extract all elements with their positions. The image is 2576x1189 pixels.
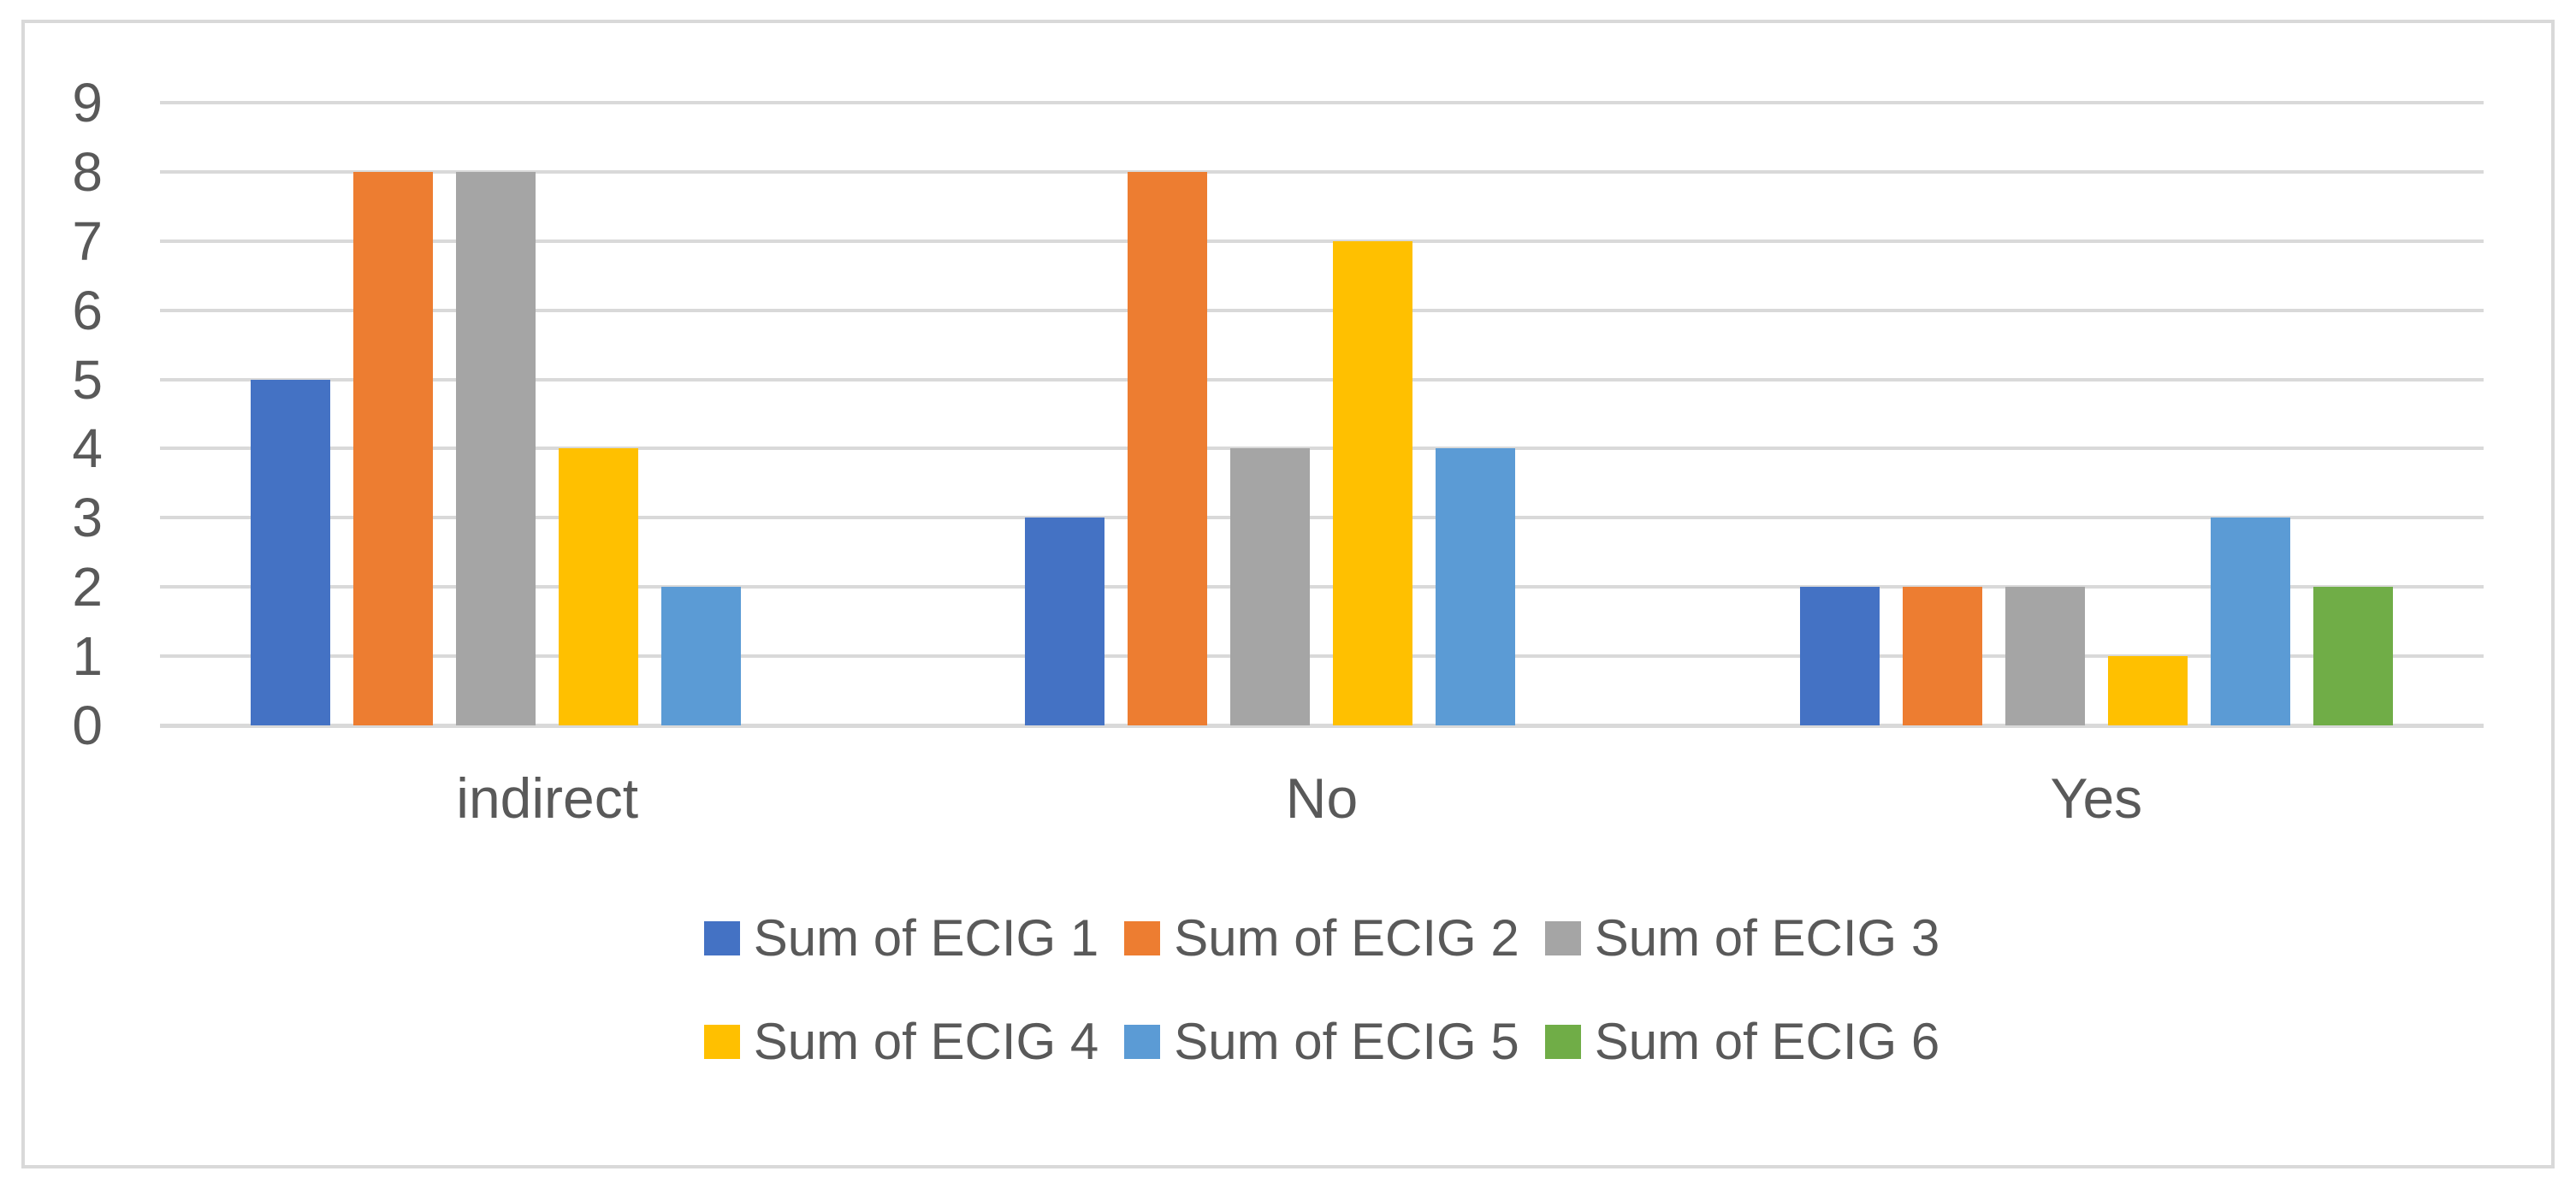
gridline-2 (160, 585, 2484, 589)
y-tick-label-1: 1 (72, 625, 103, 688)
bar-sum-of-ecig-1-indirect (251, 379, 331, 725)
y-tick-label-4: 4 (72, 417, 103, 480)
bar-sum-of-ecig-4-no (1333, 240, 1413, 725)
legend-label: Sum of ECIG 5 (1174, 1013, 1519, 1070)
y-tick-label-2: 2 (72, 556, 103, 618)
y-tick-label-8: 8 (72, 140, 103, 203)
y-tick-label-9: 9 (72, 72, 103, 133)
legend-item-sum-of-ecig-1: Sum of ECIG 1 (703, 908, 1099, 967)
bar-sum-of-ecig-4-indirect (559, 448, 639, 725)
legend-label: Sum of ECIG 2 (1174, 909, 1519, 967)
y-tick-label-7: 7 (72, 210, 103, 272)
y-tick-label-5: 5 (72, 348, 103, 411)
legend-row-2: Sum of ECIG 4 Sum of ECIG 5 Sum of ECIG 6 (160, 1012, 2484, 1071)
legend-swatch-icon (703, 1024, 740, 1059)
y-tick-label-6: 6 (72, 279, 103, 341)
bar-sum-of-ecig-5-yes (2210, 518, 2290, 725)
bar-sum-of-ecig-3-indirect (456, 171, 536, 725)
legend-item-sum-of-ecig-5: Sum of ECIG 5 (1124, 1012, 1519, 1071)
gridline-9 (160, 101, 2484, 104)
bar-sum-of-ecig-3-yes (2005, 587, 2085, 725)
bar-sum-of-ecig-2-indirect (353, 171, 434, 725)
y-tick-label-0: 0 (72, 695, 103, 756)
bar-sum-of-ecig-2-yes (1902, 587, 1982, 725)
legend-row-1: Sum of ECIG 1 Sum of ECIG 2 Sum of ECIG 3 (160, 908, 2484, 967)
bar-sum-of-ecig-3-no (1230, 448, 1311, 725)
legend-item-sum-of-ecig-6: Sum of ECIG 6 (1544, 1012, 1940, 1071)
legend-label: Sum of ECIG 6 (1594, 1013, 1940, 1070)
category-label-yes: Yes (2050, 766, 2143, 830)
bar-sum-of-ecig-6-yes (2312, 587, 2393, 725)
category-label-no: No (1285, 766, 1359, 830)
bar-sum-of-ecig-2-no (1128, 171, 1208, 725)
gridline-5 (160, 377, 2484, 382)
gridline-4 (160, 447, 2484, 451)
legend-label: Sum of ECIG 1 (753, 909, 1099, 967)
legend-item-sum-of-ecig-4: Sum of ECIG 4 (703, 1012, 1099, 1071)
gridline-3 (160, 516, 2484, 520)
bar-group-no (934, 103, 1708, 725)
legend-swatch-icon (1124, 920, 1161, 955)
gridline-1 (160, 654, 2484, 659)
bar-sum-of-ecig-4-yes (2107, 656, 2188, 725)
legend-item-sum-of-ecig-2: Sum of ECIG 2 (1124, 908, 1519, 967)
y-tick-label-3: 3 (72, 487, 103, 549)
bar-group-yes (1709, 103, 2484, 725)
gridline-0 (160, 724, 2484, 728)
legend-item-sum-of-ecig-3: Sum of ECIG 3 (1544, 908, 1940, 967)
category-label-indirect: indirect (456, 766, 639, 830)
legend-swatch-icon (1124, 1024, 1161, 1059)
gridline-8 (160, 169, 2484, 174)
legend-label: Sum of ECIG 3 (1594, 909, 1940, 967)
legend-swatch-icon (703, 920, 740, 955)
gridline-6 (160, 308, 2484, 312)
bar-sum-of-ecig-5-indirect (661, 587, 742, 725)
bar-sum-of-ecig-1-no (1025, 518, 1105, 725)
bar-group-indirect (160, 103, 934, 725)
legend-swatch-icon (1544, 1024, 1581, 1059)
plot-area (160, 103, 2484, 725)
bar-sum-of-ecig-5-no (1436, 448, 1516, 725)
category-axis: indirect No Yes (160, 766, 2484, 843)
legend-label: Sum of ECIG 4 (753, 1013, 1099, 1070)
gridline-7 (160, 239, 2484, 243)
legend-swatch-icon (1544, 920, 1581, 955)
bar-sum-of-ecig-1-yes (1799, 587, 1880, 725)
